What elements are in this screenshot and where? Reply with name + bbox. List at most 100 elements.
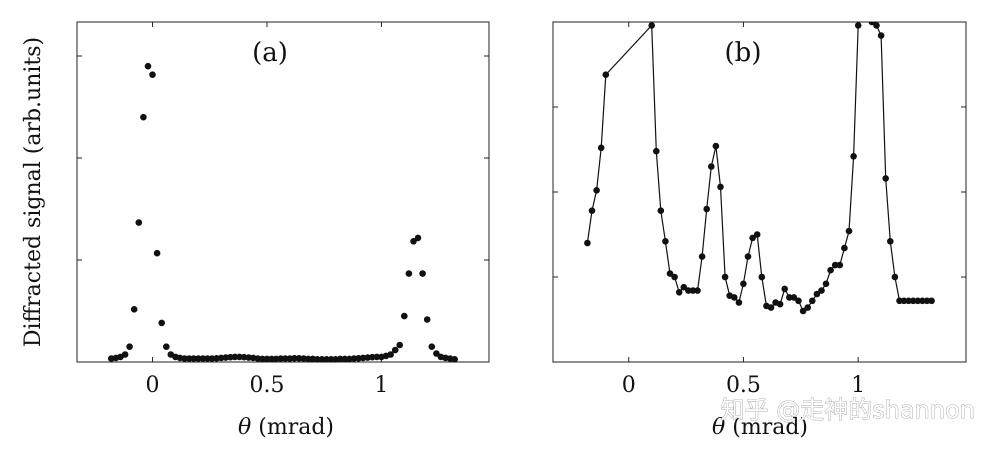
panel-a-frame (76, 21, 490, 363)
panel-b-data-point (799, 307, 807, 315)
panel-b-data-point (703, 205, 710, 213)
panel-a-tick-labels: 0 0.5 1 (146, 373, 389, 398)
panel-b-ticks (553, 22, 966, 362)
watermark-text: 知乎 @走神的shannon (721, 396, 975, 424)
panel-b-data-point (735, 299, 743, 306)
panel-b-data-point (767, 304, 775, 311)
panel-a-data-point (135, 219, 143, 226)
panel-a-data-point (433, 350, 440, 357)
panel-a-data-point (282, 355, 289, 362)
panel-b-data-point (804, 304, 811, 311)
panel-a-data-point (410, 238, 417, 245)
panel-a-data-point (291, 355, 298, 362)
panel-a-data-point (314, 356, 321, 363)
panel-a-data-point (323, 356, 330, 363)
panel-b-data-point (877, 32, 885, 39)
panel-b-data-point (919, 297, 926, 305)
panel-a-points (108, 62, 459, 363)
panel-a-data-point (341, 355, 349, 363)
panel-b-points (584, 22, 935, 315)
panel-a-data-point (144, 62, 152, 70)
panel-b-x-axis-unit: (mrad) (732, 415, 808, 440)
panel-a-data-point (263, 355, 271, 363)
panel-a-x-tick-label: 0 (146, 373, 160, 398)
panel-a-data-point (373, 353, 381, 361)
panel-a-data-point (387, 351, 394, 358)
panel-a-data-point (153, 249, 161, 257)
panel-b-data-point (671, 273, 678, 281)
panel-b-data-point (786, 294, 793, 301)
y-axis-label: Diffracted signal (arb.units) (21, 37, 46, 347)
panel-b: 0 0.5 1 (b) θ (mrad) (552, 21, 967, 440)
panel-a: 0 0.5 1 (a) Diffracted signal (arb.units) … (21, 21, 490, 440)
panel-b-data-point (593, 187, 600, 194)
panel-b-data-point (795, 297, 802, 305)
panel-b-data-point (675, 289, 683, 296)
panel-b-data-point (914, 297, 922, 305)
panel-a-data-point (190, 355, 197, 362)
panel-b-data-point (836, 261, 844, 269)
panel-a-ticks (77, 22, 489, 362)
panel-b-data-point (666, 270, 674, 277)
panel-b-data-point (928, 297, 935, 305)
panel-b-data-point (584, 239, 591, 247)
panel-b-data-point (882, 175, 889, 182)
panel-b-data-point (685, 287, 692, 294)
panel-a-data-point (121, 351, 129, 358)
panel-a-data-point (199, 355, 207, 362)
panel-b-frame (552, 21, 967, 363)
panel-a-x-tick-label: 1 (374, 373, 388, 398)
panel-b-data-point (841, 244, 848, 252)
panel-a-data-point (336, 355, 344, 363)
panel-b-data-point (680, 283, 688, 291)
panel-b-data-point (694, 287, 701, 294)
panel-b-data-point (717, 183, 724, 191)
panel-b-data-point (790, 294, 798, 301)
panel-a-x-axis-symbol: θ (238, 415, 251, 440)
panel-b-data-point (923, 297, 931, 305)
panel-b-data-point (845, 227, 853, 235)
panel-b-data-point (813, 290, 821, 298)
panel-a-data-point (158, 319, 165, 327)
panel-b-data-point (721, 273, 729, 281)
panel-b-label: (b) (725, 38, 762, 68)
panel-b-data-point (597, 144, 605, 152)
panel-b-data-point (891, 273, 899, 281)
panel-b-data-point (818, 287, 825, 294)
panel-b-x-tick-label: 0 (622, 373, 636, 398)
panel-a-data-point (304, 355, 312, 363)
panel-b-data-point (831, 261, 839, 269)
panel-b-data-point (900, 297, 908, 305)
panel-b-x-axis-label: θ (mrad) (712, 415, 808, 440)
panel-b-data-point (749, 234, 756, 242)
panel-b-data-point (648, 22, 655, 29)
panel-b-data-point (698, 253, 706, 260)
panel-b-data-point (740, 280, 747, 288)
panel-a-data-point (195, 355, 202, 362)
panel-a-data-point (181, 355, 188, 362)
panel-b-data-point (873, 22, 880, 29)
panel-b-data-point (909, 297, 917, 305)
panel-b-data-point (776, 300, 784, 308)
panel-b-tick-labels: 0 0.5 1 (622, 373, 865, 398)
panel-a-data-point (451, 356, 459, 363)
panel-a-data-point (140, 113, 147, 121)
panel-a-data-point (396, 341, 404, 349)
panel-b-data-point (662, 238, 669, 245)
panel-a-x-axis-unit: (mrad) (258, 415, 334, 440)
panel-b-x-tick-label: 0.5 (726, 373, 761, 398)
panel-a-data-point (405, 270, 413, 277)
panel-b-data-point (822, 280, 830, 288)
panel-a-x-tick-label: 0.5 (249, 373, 284, 398)
panel-a-data-point (231, 353, 239, 361)
panel-a-x-axis-label: θ (mrad) (238, 415, 334, 440)
panel-b-data-point (744, 253, 752, 260)
panel-b-data-point (602, 71, 610, 78)
panel-b-data-point (712, 142, 720, 150)
panel-b-data-point (854, 22, 862, 29)
panel-b-data-point (753, 231, 761, 238)
panel-b-data-point (731, 294, 738, 301)
panel-b-x-tick-label: 1 (851, 373, 865, 398)
panel-a-data-point (318, 356, 326, 363)
panel-b-x-axis-symbol: θ (712, 415, 725, 440)
